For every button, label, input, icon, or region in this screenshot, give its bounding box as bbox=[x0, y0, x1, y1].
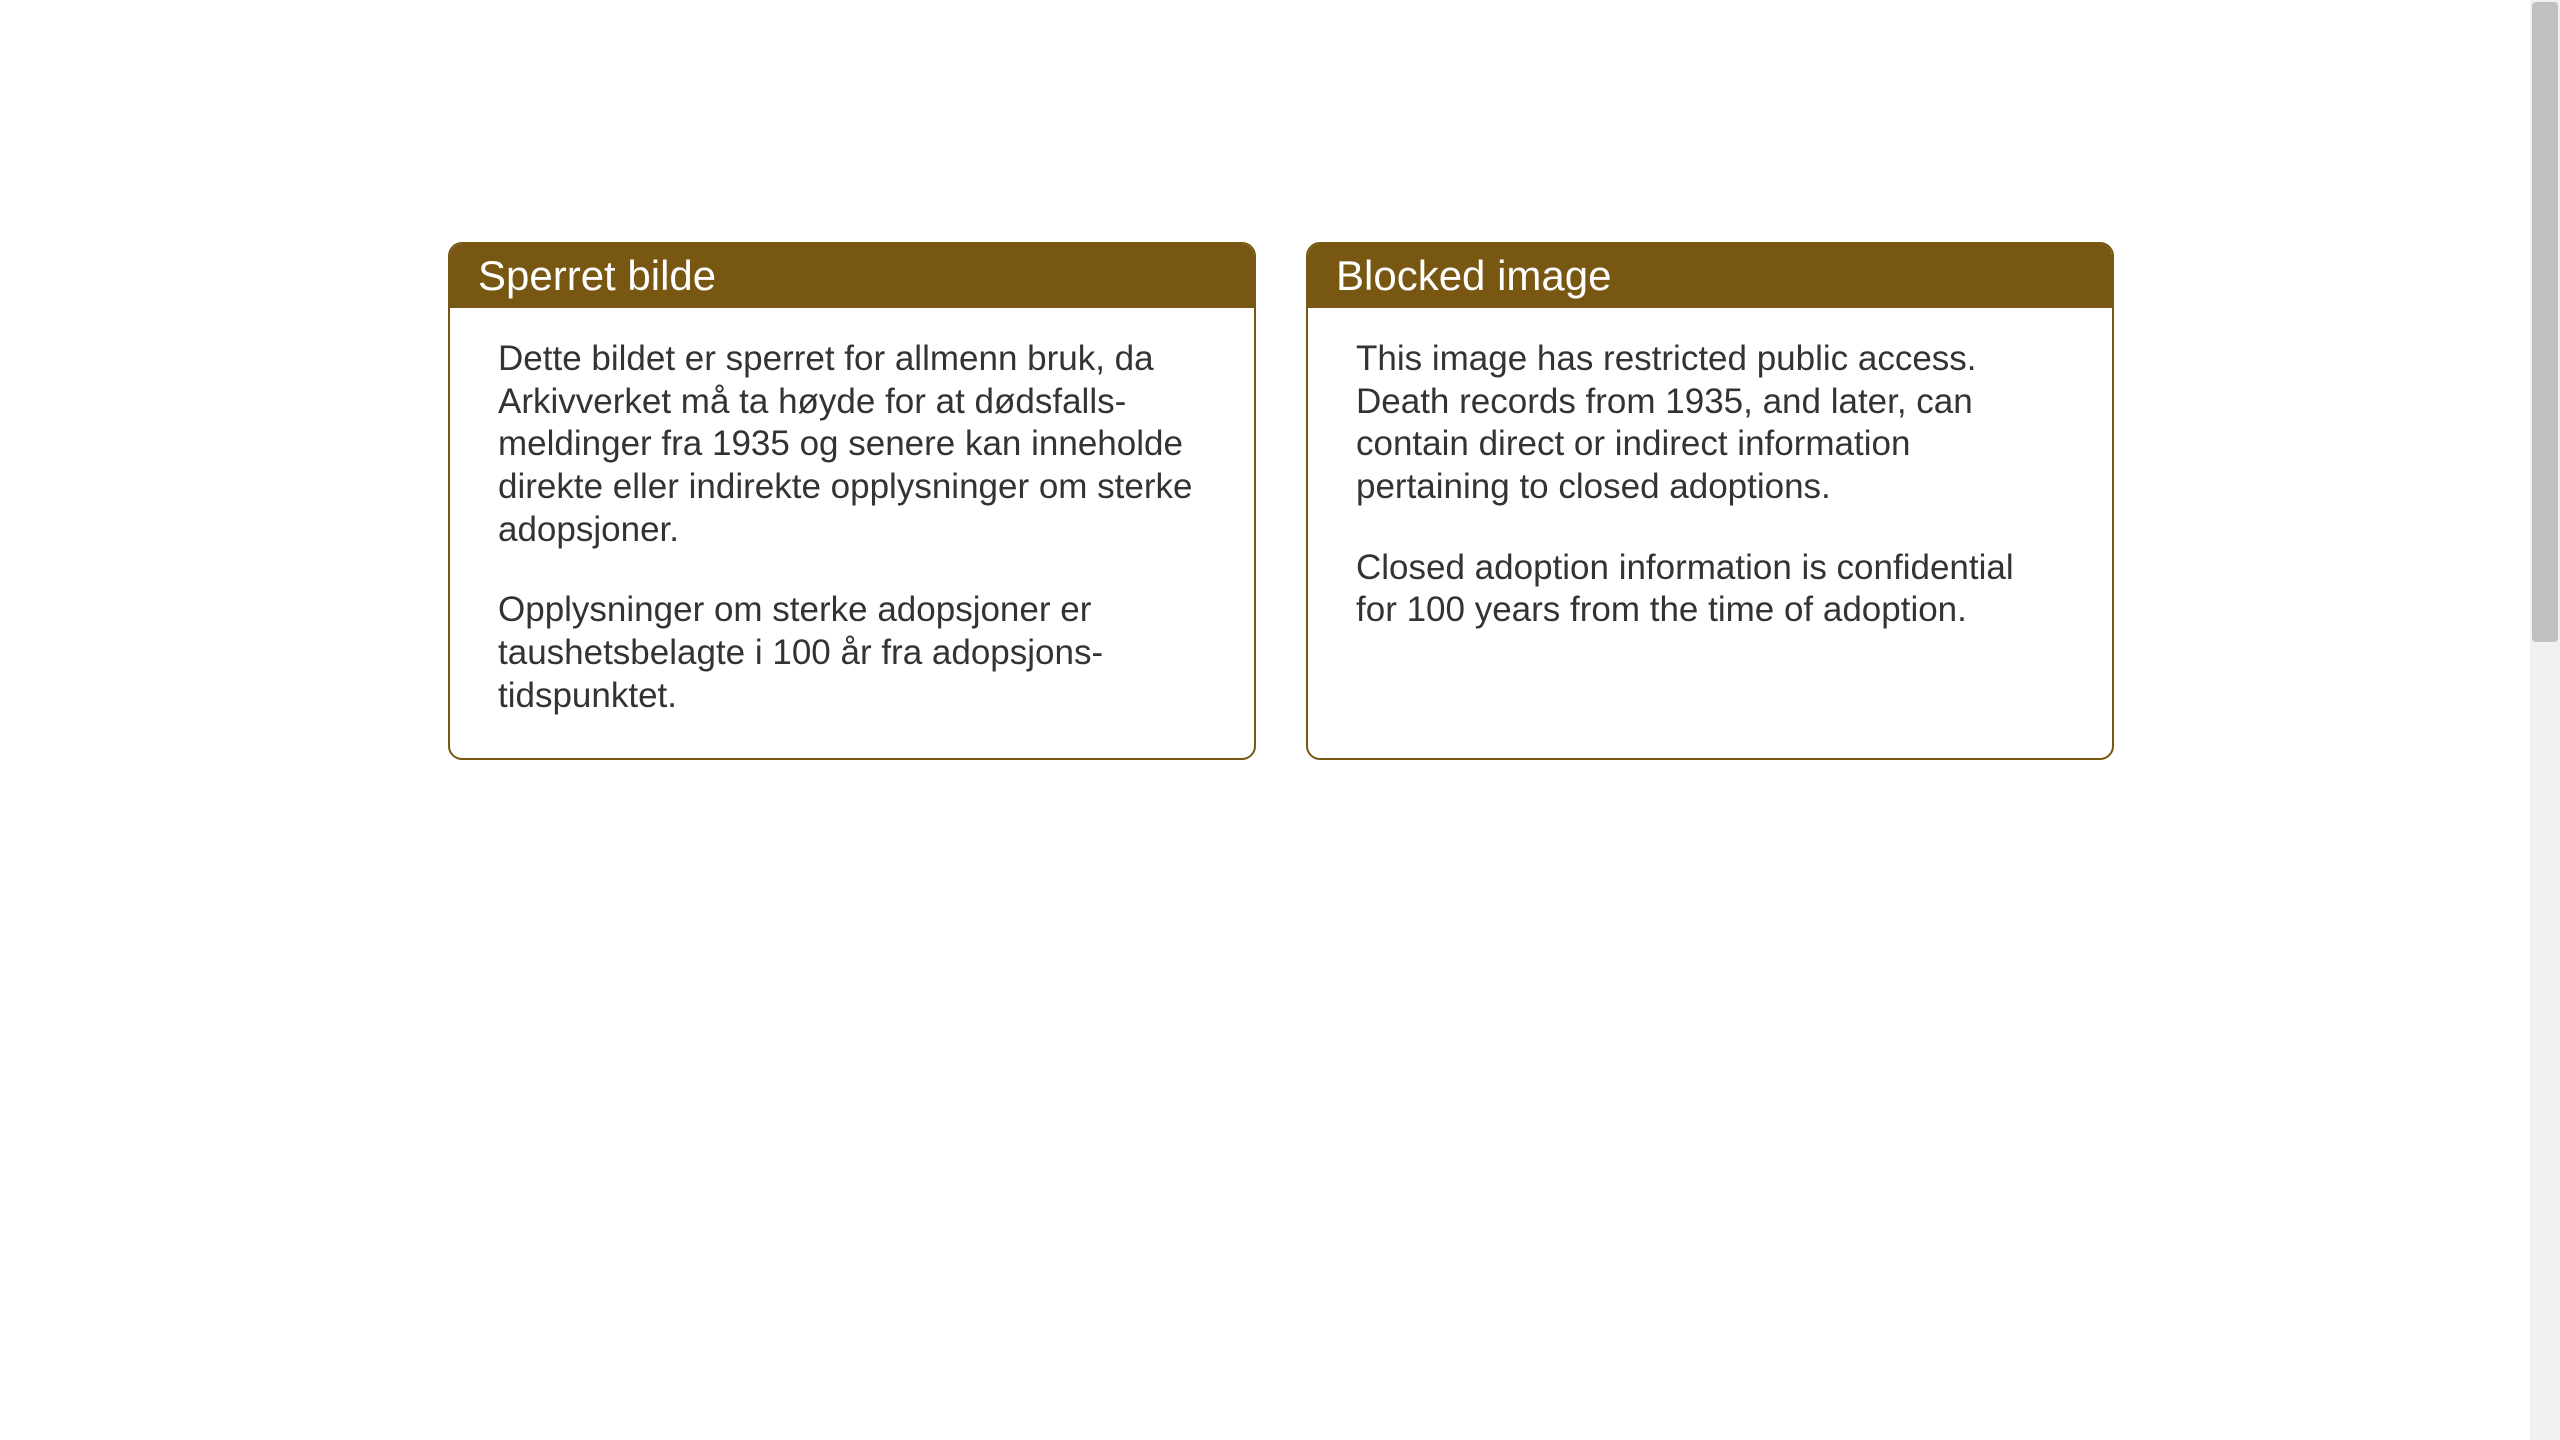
english-card-title: Blocked image bbox=[1308, 244, 2112, 308]
norwegian-card-title: Sperret bilde bbox=[450, 244, 1254, 308]
norwegian-paragraph-2: Opplysninger om sterke adopsjoner er tau… bbox=[498, 589, 1206, 717]
scrollbar-track[interactable] bbox=[2530, 0, 2560, 1440]
norwegian-card-body: Dette bildet er sperret for allmenn bruk… bbox=[450, 308, 1254, 758]
norwegian-notice-card: Sperret bilde Dette bildet er sperret fo… bbox=[448, 242, 1256, 760]
norwegian-paragraph-1: Dette bildet er sperret for allmenn bruk… bbox=[498, 338, 1206, 551]
english-paragraph-2: Closed adoption information is confident… bbox=[1356, 547, 2064, 632]
scrollbar-thumb[interactable] bbox=[2532, 2, 2558, 642]
english-card-body: This image has restricted public access.… bbox=[1308, 308, 2112, 672]
english-paragraph-1: This image has restricted public access.… bbox=[1356, 338, 2064, 509]
notice-cards-container: Sperret bilde Dette bildet er sperret fo… bbox=[448, 242, 2114, 760]
english-notice-card: Blocked image This image has restricted … bbox=[1306, 242, 2114, 760]
